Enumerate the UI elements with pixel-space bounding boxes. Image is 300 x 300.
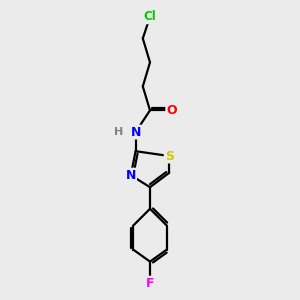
Text: F: F — [146, 277, 154, 290]
Text: S: S — [165, 149, 174, 163]
Text: N: N — [130, 125, 141, 139]
Text: H: H — [114, 127, 123, 137]
Text: N: N — [126, 169, 136, 182]
Text: Cl: Cl — [144, 10, 156, 23]
Text: O: O — [166, 104, 177, 117]
